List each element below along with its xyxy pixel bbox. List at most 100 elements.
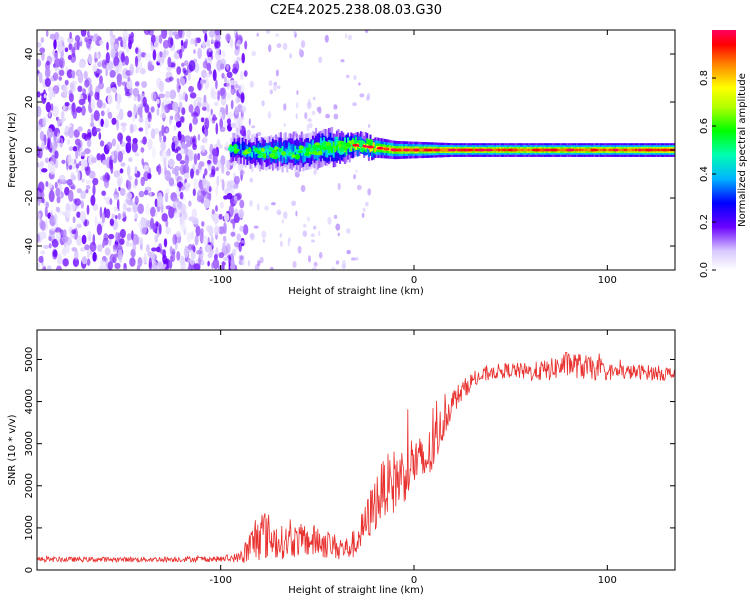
- noise-speckle: [52, 90, 56, 98]
- faint-speckle: [265, 30, 271, 34]
- spectrogram-y-ticks: -40 -20 0 20 40: [24, 48, 675, 254]
- noise-speckle: [71, 184, 76, 190]
- faint-speckle: [325, 113, 330, 119]
- noise-speckle: [226, 92, 232, 100]
- noise-speckle: [137, 93, 141, 102]
- noise-speckle: [207, 252, 213, 259]
- signal-band-cell: [239, 145, 242, 158]
- noise-speckle: [37, 91, 41, 98]
- noise-speckle: [217, 90, 220, 101]
- noise-speckle: [167, 158, 175, 168]
- noise-speckle: [68, 146, 74, 152]
- noise-speckle: [181, 107, 186, 115]
- x-tick-label: 100: [598, 575, 617, 586]
- noise-speckle: [193, 178, 199, 190]
- noise-speckle: [68, 189, 74, 202]
- transition-cell: [294, 154, 301, 160]
- noise-speckle: [99, 140, 105, 147]
- noise-speckle: [90, 194, 96, 206]
- signal-band-cell: [612, 148, 615, 152]
- peak-cell: [585, 148, 591, 152]
- transition-cell: [316, 145, 323, 148]
- noise-speckle: [175, 230, 182, 238]
- transition-cell: [271, 149, 278, 153]
- noise-speckle: [162, 135, 167, 143]
- faint-speckle: [365, 201, 369, 207]
- noise-speckle: [132, 111, 135, 123]
- peak-cell: [637, 148, 642, 152]
- snr-x-ticks: -100 0 100: [209, 330, 617, 586]
- noise-speckle: [44, 157, 50, 164]
- noise-speckle: [105, 86, 112, 94]
- signal-band-cell: [366, 138, 369, 148]
- noise-speckle: [58, 174, 66, 183]
- signal-band-cell: [607, 148, 610, 152]
- noise-speckle: [87, 30, 90, 38]
- noise-speckle: [150, 44, 155, 52]
- noise-speckle: [67, 54, 72, 61]
- faint-speckle: [247, 260, 251, 267]
- noise-speckle: [143, 30, 151, 36]
- noise-speckle: [220, 63, 225, 70]
- noise-speckle: [53, 213, 58, 224]
- faint-speckle: [318, 252, 323, 259]
- signal-band-cell: [623, 148, 626, 152]
- noise-speckle: [117, 36, 123, 41]
- peak-cell: [403, 148, 410, 152]
- noise-speckle: [115, 231, 119, 243]
- noise-speckle: [77, 150, 81, 157]
- noise-speckle: [149, 190, 152, 197]
- faint-speckle: [345, 74, 350, 79]
- snr-x-label: Height of straight line (km): [288, 585, 424, 596]
- peak-cell: [522, 148, 529, 152]
- noise-speckle: [180, 203, 187, 215]
- transition-cell: [233, 143, 238, 149]
- faint-speckle: [298, 48, 302, 56]
- snr-y-label: SNR (10 * v/v): [7, 414, 18, 485]
- faint-speckle: [307, 216, 310, 222]
- transition-cell: [309, 147, 313, 152]
- faint-speckle: [275, 33, 280, 37]
- noise-speckle: [42, 117, 46, 128]
- noise-speckle: [106, 174, 111, 181]
- noise-speckle: [214, 41, 221, 49]
- snr-panel: -100 0 100 0 1000 2000 3000 4000 5000 Height of…: [7, 329, 676, 596]
- noise-speckle: [56, 265, 62, 270]
- noise-speckle: [110, 87, 117, 93]
- signal-band-cell: [372, 144, 375, 153]
- faint-speckle: [232, 248, 237, 257]
- noise-speckle: [97, 244, 103, 253]
- peak-cell: [390, 148, 396, 152]
- signal-band-cell: [579, 148, 582, 152]
- noise-speckle: [45, 114, 49, 124]
- faint-speckle: [304, 112, 308, 120]
- noise-speckle: [134, 212, 138, 220]
- snr-background: [37, 330, 675, 570]
- noise-speckle: [173, 200, 178, 207]
- noise-speckle: [221, 179, 225, 191]
- signal-band-cell: [494, 148, 497, 152]
- transition-cell: [261, 147, 265, 152]
- noise-speckle: [184, 154, 189, 166]
- noise-speckle: [68, 126, 74, 139]
- noise-speckle: [185, 38, 189, 46]
- noise-speckle: [202, 30, 208, 35]
- noise-speckle: [116, 73, 123, 83]
- faint-speckle: [248, 118, 251, 126]
- faint-speckle: [313, 169, 318, 175]
- signal-band-cell: [518, 148, 521, 152]
- noise-speckle: [183, 246, 189, 258]
- noise-speckle: [107, 111, 113, 119]
- noise-speckle: [183, 172, 190, 180]
- transition-cell: [257, 150, 261, 154]
- noise-speckle: [134, 152, 140, 157]
- transition-cell: [326, 145, 333, 150]
- noise-speckle: [147, 251, 153, 257]
- faint-speckle: [367, 188, 372, 196]
- noise-speckle: [38, 181, 45, 193]
- faint-speckle: [268, 44, 272, 53]
- noise-speckle: [95, 128, 101, 132]
- faint-speckle: [272, 84, 278, 92]
- noise-speckle: [225, 104, 229, 116]
